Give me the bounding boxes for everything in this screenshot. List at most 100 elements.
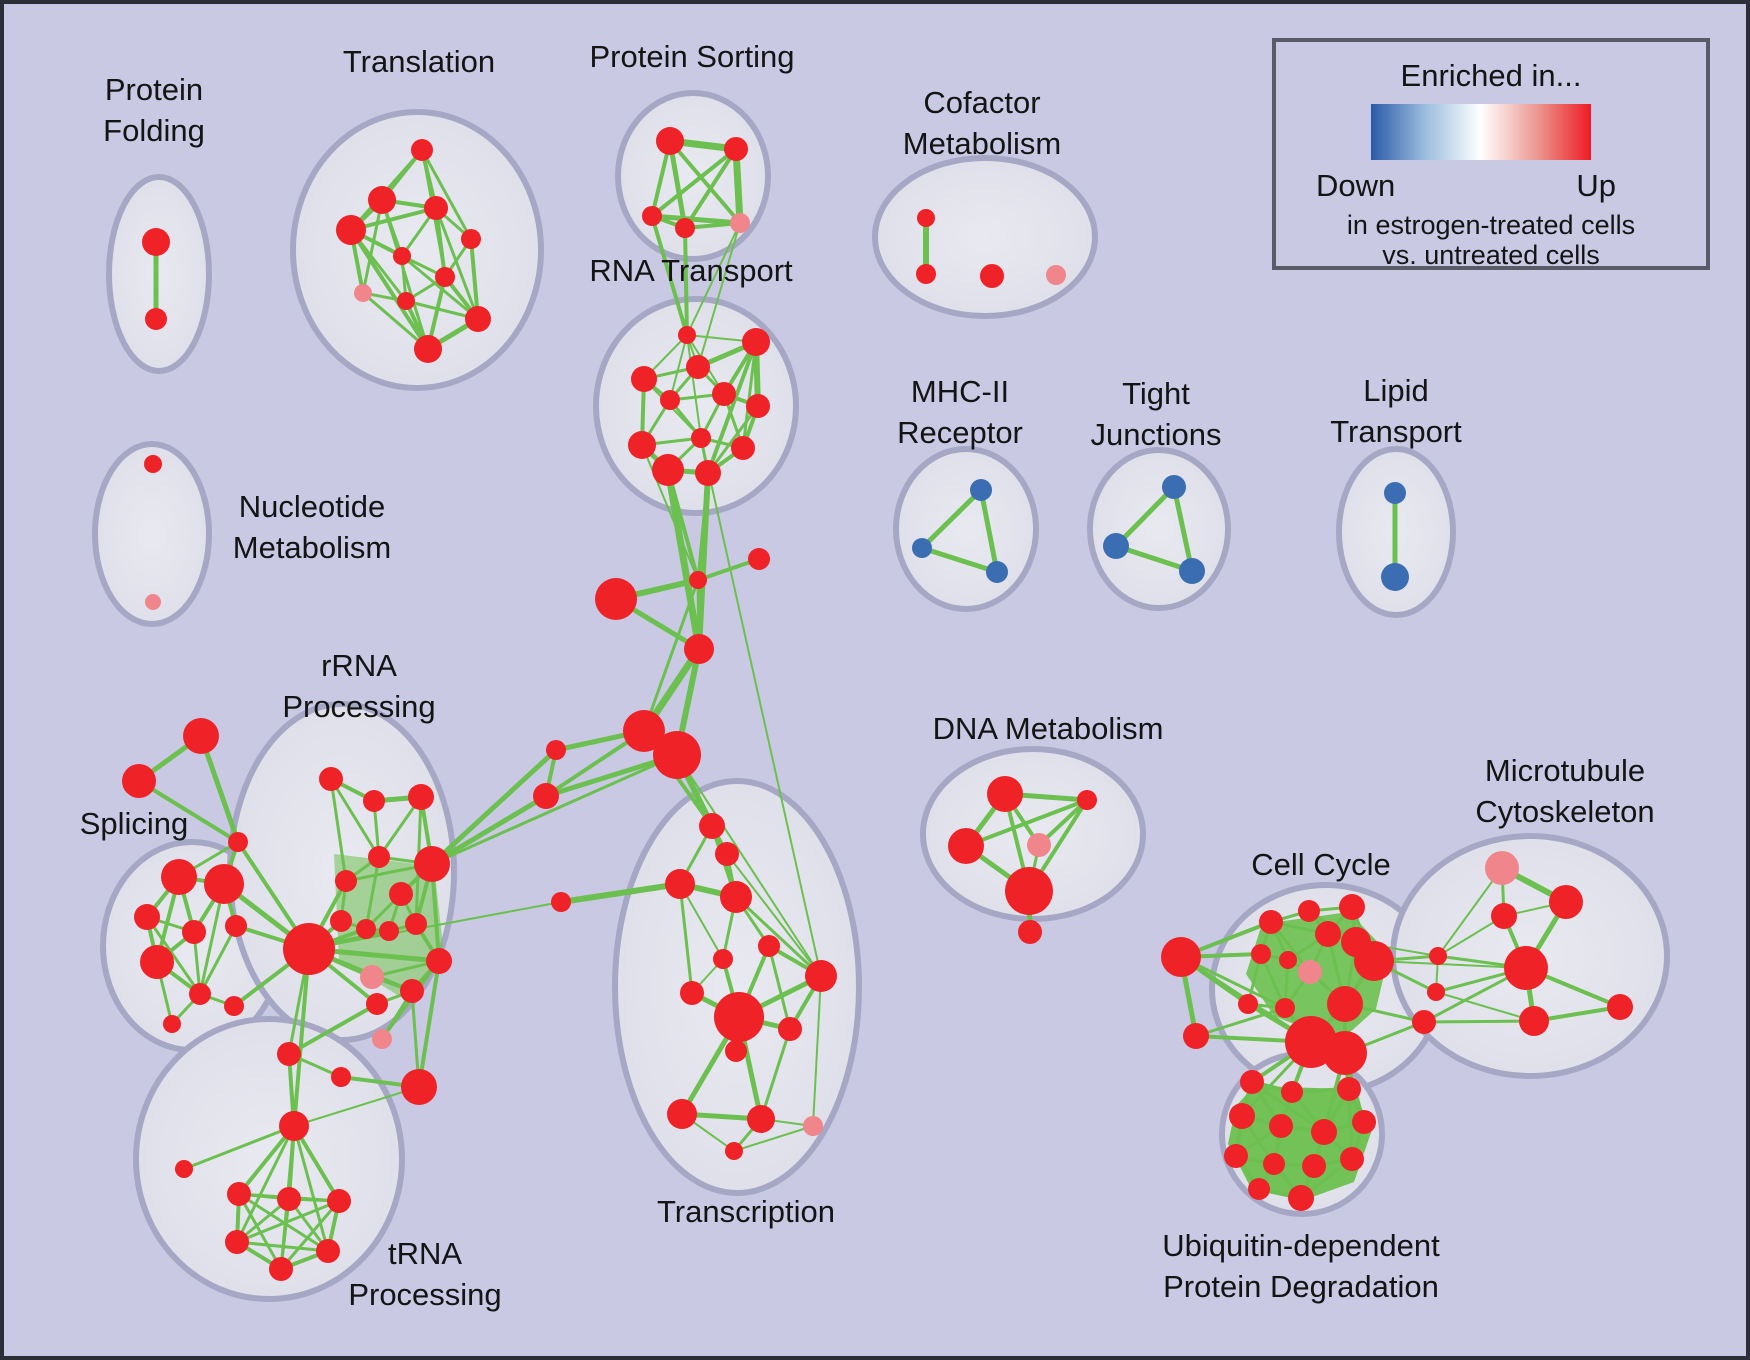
gene-set-node-red bbox=[393, 247, 411, 265]
cluster-label-tight-junctions-line1: Tight bbox=[1122, 376, 1190, 411]
gene-set-node-red bbox=[748, 548, 770, 570]
gene-set-node-red bbox=[228, 832, 248, 852]
cluster-label-nucleotide-metabolism-line1: Nucleotide bbox=[239, 489, 385, 524]
cluster-label-lipid-transport-line1: Lipid bbox=[1363, 373, 1429, 408]
gene-set-node-red bbox=[414, 846, 450, 882]
gene-set-node-red bbox=[465, 306, 491, 332]
cluster-label-rna-transport-line1: RNA Transport bbox=[589, 253, 793, 288]
edge bbox=[741, 341, 758, 449]
gene-set-node-red bbox=[401, 1069, 437, 1105]
edge bbox=[235, 1125, 296, 1243]
gene-set-node-red bbox=[161, 859, 197, 895]
gene-set-node-red bbox=[1279, 951, 1297, 969]
cluster-label-rrna-processing-line2: Processing bbox=[282, 689, 435, 724]
gene-set-node-red bbox=[397, 292, 415, 310]
cluster-label-rrna-processing-line1: rRNA bbox=[321, 648, 397, 683]
gene-set-node-red bbox=[122, 764, 156, 798]
gene-set-node-red bbox=[1005, 867, 1053, 915]
edge bbox=[686, 334, 702, 439]
cluster-label-trna-processing-line2: Processing bbox=[348, 1277, 501, 1312]
edge bbox=[920, 488, 983, 550]
legend-caption-line1: in estrogen-treated cells bbox=[1346, 210, 1636, 240]
cluster-ellipse-protein-folding bbox=[106, 174, 212, 374]
gene-set-node-red bbox=[987, 776, 1023, 812]
edge bbox=[726, 853, 822, 977]
edge bbox=[1437, 867, 1503, 957]
gene-set-node-red bbox=[204, 864, 244, 904]
gene-set-node-red bbox=[183, 718, 219, 754]
edge bbox=[137, 779, 240, 844]
edge bbox=[676, 754, 822, 977]
gene-set-node-red bbox=[363, 790, 385, 812]
gene-set-node-blue bbox=[1103, 533, 1129, 559]
gene-set-node-red bbox=[628, 431, 656, 459]
edge bbox=[812, 975, 822, 1127]
gene-set-node-red bbox=[144, 455, 162, 473]
cluster-ellipse-mhc-ii-receptor bbox=[893, 446, 1039, 612]
legend-title: Enriched in... bbox=[1400, 58, 1582, 93]
gene-set-node-red bbox=[1429, 947, 1447, 965]
gene-set-node-red bbox=[533, 783, 559, 809]
cluster-labels-layer: Protein Folding Translation Protein Sorting… bbox=[80, 39, 1655, 1312]
cluster-label-splicing-line1: Splicing bbox=[80, 806, 189, 841]
edge bbox=[650, 215, 689, 336]
edge bbox=[706, 341, 758, 474]
gene-set-node-red bbox=[175, 1160, 193, 1178]
edge bbox=[678, 883, 694, 994]
gene-set-node-blue bbox=[1384, 482, 1406, 504]
gene-set-node-red bbox=[725, 1142, 743, 1160]
cluster-label-cofactor-metabolism-line2: Metabolism bbox=[903, 126, 1062, 161]
edge bbox=[1423, 1019, 1535, 1024]
edge bbox=[651, 213, 741, 226]
gene-set-node-red bbox=[424, 196, 448, 220]
gene-set-node-red bbox=[1311, 1119, 1337, 1145]
edge bbox=[664, 469, 703, 650]
gene-set-node-red bbox=[368, 846, 390, 868]
edge bbox=[430, 793, 548, 867]
gene-set-node-red bbox=[414, 335, 442, 363]
edge bbox=[420, 149, 473, 240]
gene-set-node-pink bbox=[803, 1116, 823, 1136]
gene-set-node-blue bbox=[1179, 558, 1205, 584]
gene-set-node-red bbox=[1607, 994, 1633, 1020]
gene-set-node-pink bbox=[145, 594, 161, 610]
gene-set-node-red bbox=[1229, 1103, 1255, 1129]
gene-set-node-pink bbox=[730, 213, 750, 233]
edge bbox=[279, 1200, 341, 1270]
edge bbox=[734, 895, 823, 978]
edge bbox=[642, 579, 700, 732]
edge bbox=[1115, 543, 1193, 574]
edge bbox=[236, 1240, 329, 1253]
gene-set-node-pink bbox=[1485, 851, 1519, 885]
edge bbox=[292, 948, 311, 1127]
gene-set-node-red bbox=[408, 784, 434, 810]
nodes-layer bbox=[122, 127, 1633, 1281]
gene-set-node-red bbox=[279, 1111, 309, 1141]
edge bbox=[1435, 991, 1535, 1022]
legend-down-label: Down bbox=[1316, 168, 1396, 203]
edge bbox=[292, 1125, 330, 1252]
gene-set-node-red bbox=[225, 915, 247, 937]
edge bbox=[434, 207, 480, 320]
edge bbox=[417, 960, 441, 1088]
gene-set-node-red bbox=[389, 882, 413, 906]
edge bbox=[1195, 1006, 1286, 1038]
gene-set-node-red bbox=[400, 979, 424, 1003]
gene-set-node-red bbox=[330, 910, 352, 932]
cluster-label-microtubule-cytoskeleton-line1: Microtubule bbox=[1485, 753, 1645, 788]
gene-set-node-red bbox=[277, 1187, 301, 1211]
gene-set-node-blue bbox=[986, 561, 1008, 583]
gene-set-node-pink bbox=[354, 284, 372, 302]
cluster-label-nucleotide-metabolism-line2: Metabolism bbox=[233, 530, 392, 565]
gene-set-node-red bbox=[720, 881, 752, 913]
gene-set-node-red bbox=[1263, 1153, 1285, 1175]
gene-set-node-red bbox=[1240, 1070, 1264, 1094]
edge bbox=[401, 254, 479, 321]
edge bbox=[650, 147, 738, 218]
gene-set-node-red bbox=[551, 892, 571, 912]
cluster-label-transcription-line1: Transcription bbox=[657, 1194, 835, 1229]
edge bbox=[361, 199, 384, 294]
edge bbox=[349, 228, 430, 351]
gene-set-node-red bbox=[1352, 1110, 1376, 1134]
gene-set-node-red bbox=[1275, 998, 1295, 1018]
